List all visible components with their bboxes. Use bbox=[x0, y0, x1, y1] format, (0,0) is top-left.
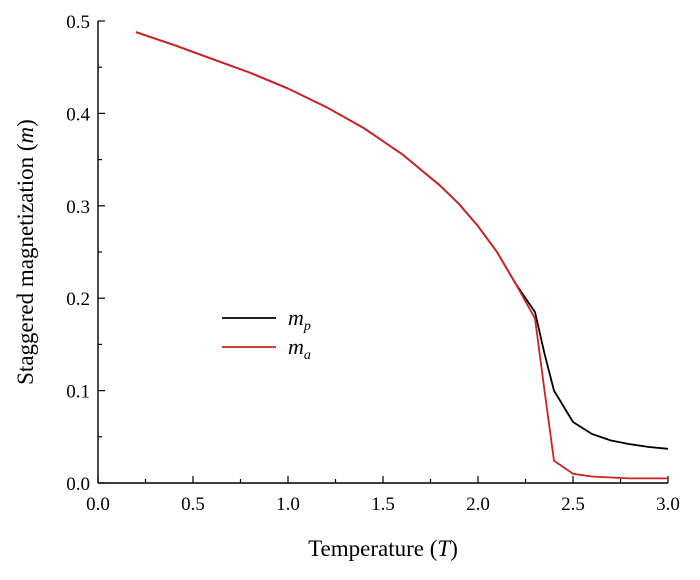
legend-label-main: m bbox=[288, 334, 304, 359]
x-axis-title-var: T bbox=[437, 536, 452, 561]
y-tick-label: 0.3 bbox=[66, 197, 90, 218]
y-tick-label: 0.2 bbox=[66, 289, 90, 310]
legend-label-sub: p bbox=[303, 319, 311, 334]
y-tick-label: 0.4 bbox=[66, 104, 90, 125]
x-axis-title: Temperature (T) bbox=[308, 536, 458, 561]
x-axis-ticks: 0.0 0.5 1.0 1.5 2.0 2.5 3.0 bbox=[86, 476, 680, 515]
x-tick-label: 2.0 bbox=[466, 494, 490, 515]
series-lines bbox=[135, 31, 669, 480]
y-axis-title-prefix: Staggered magnetization ( bbox=[13, 143, 38, 384]
y-tick-label: 0.5 bbox=[66, 12, 90, 33]
x-tick-label: 1.0 bbox=[276, 494, 300, 515]
x-tick-label: 3.0 bbox=[656, 494, 680, 515]
y-axis-title-suffix: ) bbox=[13, 119, 38, 127]
y-axis-title-var: m bbox=[13, 127, 38, 144]
legend-label-m-a: ma bbox=[288, 334, 311, 363]
legend-label-m-p: mp bbox=[288, 305, 311, 334]
legend-label-sub: a bbox=[304, 348, 311, 363]
legend-label-main: m bbox=[288, 305, 304, 330]
y-axis-ticks: 0.0 0.1 0.2 0.3 0.4 0.5 bbox=[66, 12, 105, 495]
y-tick-label: 0.0 bbox=[66, 474, 90, 495]
x-tick-label: 1.5 bbox=[371, 494, 395, 515]
y-tick-label: 0.1 bbox=[66, 382, 90, 403]
series-line-m-a bbox=[135, 31, 668, 480]
x-tick-label: 0.5 bbox=[181, 494, 205, 515]
x-axis-title-suffix: ) bbox=[450, 536, 458, 561]
x-axis-title-prefix: Temperature ( bbox=[308, 536, 437, 561]
x-tick-label: 2.5 bbox=[561, 494, 585, 515]
plot-area bbox=[97, 21, 668, 484]
series-line-m-p bbox=[135, 31, 669, 450]
x-tick-label: 0.0 bbox=[86, 494, 110, 515]
y-axis-title: Staggered magnetization (m) bbox=[13, 119, 38, 385]
